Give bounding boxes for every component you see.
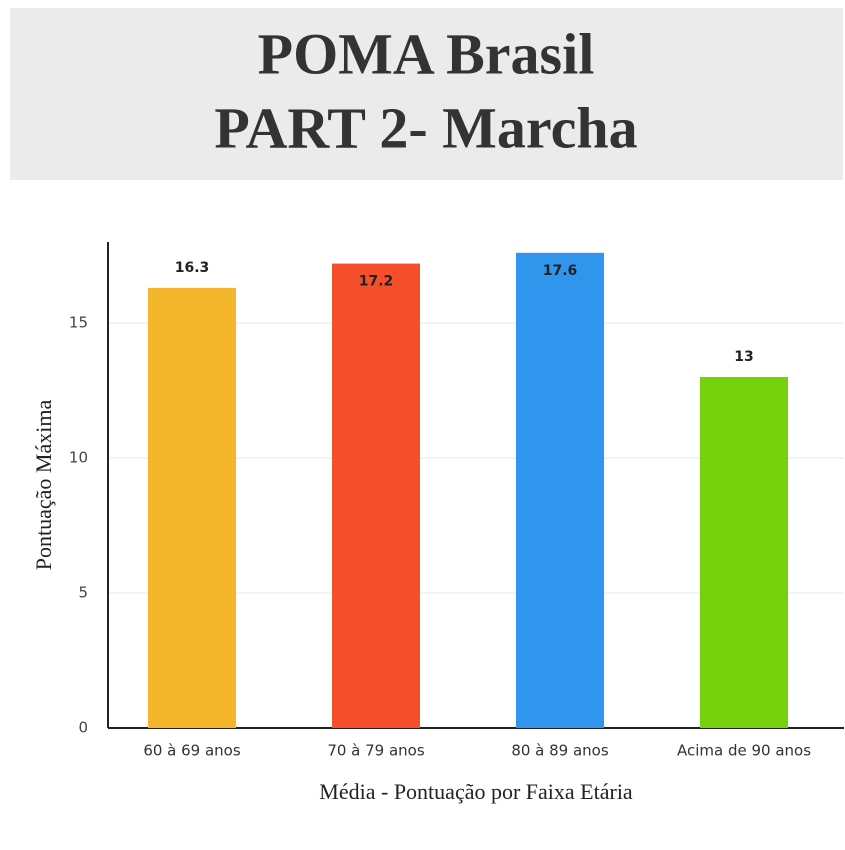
y-tick-label: 15	[69, 314, 88, 332]
bar	[516, 252, 604, 729]
y-tick-label: 5	[78, 584, 88, 602]
x-tick-label: Acima de 90 anos	[677, 742, 811, 760]
x-tick-label: 70 à 79 anos	[327, 742, 425, 760]
y-tick-label: 0	[78, 719, 88, 737]
bar	[148, 287, 236, 728]
title-box	[10, 8, 843, 180]
x-tick-label: 80 à 89 anos	[511, 742, 609, 760]
y-tick-label: 10	[69, 449, 88, 467]
x-axis-label: Média - Pontuação por Faixa Etária	[319, 779, 633, 804]
x-tick-label: 60 à 69 anos	[143, 742, 241, 760]
value-label: 17.2	[359, 274, 394, 290]
bar	[332, 263, 420, 728]
bar	[700, 377, 788, 728]
chart-title: POMA Brasil	[258, 21, 595, 86]
y-axis-label: Pontuação Máxima	[31, 400, 56, 571]
chart-title: PART 2- Marcha	[214, 95, 637, 160]
value-label: 17.6	[543, 263, 578, 279]
value-label: 16.3	[175, 260, 210, 276]
value-label: 13	[734, 349, 753, 365]
